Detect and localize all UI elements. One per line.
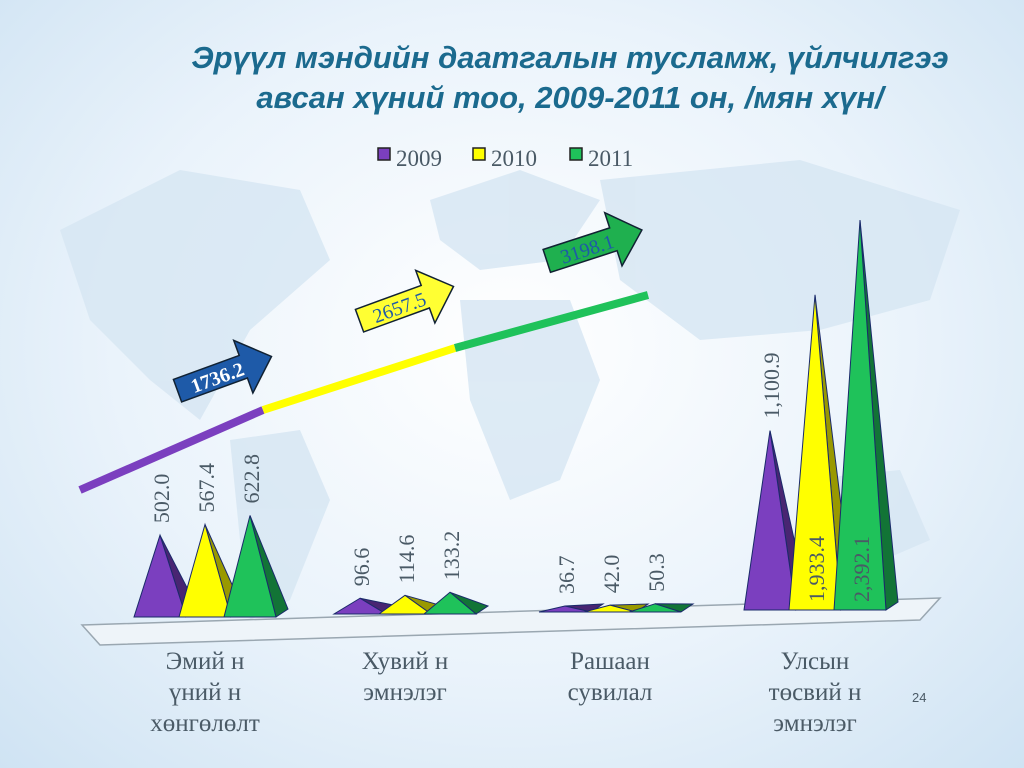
total-line bbox=[78, 406, 265, 494]
arrow-shape bbox=[172, 339, 273, 403]
value-label: 36.7 bbox=[554, 556, 579, 595]
value-label: 502.0 bbox=[149, 474, 174, 524]
pyramid bbox=[833, 220, 899, 611]
pyramid-face bbox=[628, 603, 682, 613]
pyramid-face bbox=[538, 605, 592, 613]
value-label: 1,933.4 bbox=[804, 536, 829, 602]
pyramid-face bbox=[178, 522, 232, 618]
pyramid-face bbox=[422, 591, 478, 615]
value-label: 42.0 bbox=[599, 555, 624, 594]
value-label: 567.4 bbox=[194, 463, 219, 513]
total-line bbox=[261, 344, 457, 414]
legend-swatch bbox=[472, 147, 486, 161]
legend-label: 2011 bbox=[588, 146, 633, 171]
total-line bbox=[453, 291, 650, 352]
value-label: 2,392.1 bbox=[849, 536, 874, 602]
value-label: 50.3 bbox=[644, 553, 669, 592]
legend-label: 2010 bbox=[491, 146, 537, 171]
total-arrow: 2657.5 bbox=[354, 269, 455, 333]
arrow-shape bbox=[354, 269, 455, 333]
pyramid-face bbox=[133, 533, 187, 618]
legend-swatch bbox=[377, 147, 391, 161]
pyramid bbox=[223, 515, 289, 618]
value-label: 1,100.9 bbox=[759, 353, 784, 419]
total-arrow: 3198.1 bbox=[542, 211, 643, 274]
title-line: авсан хүний тоо, 2009-2011 он, /мян хүн/ bbox=[256, 80, 884, 115]
total-arrow: 1736.2 bbox=[172, 339, 273, 403]
pyramid bbox=[422, 591, 490, 615]
value-label: 133.2 bbox=[439, 531, 464, 581]
arrow-shape bbox=[542, 211, 643, 274]
value-label: 622.8 bbox=[239, 454, 264, 504]
pyramid-face bbox=[833, 220, 887, 611]
pyramid-face bbox=[332, 597, 388, 615]
pyramid-face bbox=[788, 294, 842, 611]
category-label: Хувий н эмнэлэг bbox=[361, 648, 449, 706]
category-label: Эмий н үний н хөнгөлөлт bbox=[150, 648, 260, 737]
value-label: 114.6 bbox=[394, 535, 419, 584]
pyramid-face bbox=[223, 515, 277, 618]
category-label: Рашаан сувилал bbox=[567, 648, 653, 706]
pyramid-face bbox=[377, 594, 433, 615]
legend-label: 2009 bbox=[396, 146, 442, 171]
legend-swatch bbox=[569, 147, 583, 161]
pyramid-face bbox=[583, 604, 637, 613]
pyramid-face bbox=[743, 430, 797, 611]
pyramid bbox=[628, 603, 695, 613]
category-label: Улсын төсвий н эмнэлэг bbox=[768, 648, 862, 737]
value-label: 96.6 bbox=[349, 548, 374, 587]
title-line: Эрүүл мэндийн даатгалын тусламж, үйлчилг… bbox=[191, 40, 949, 75]
page-number: 24 bbox=[912, 690, 927, 705]
